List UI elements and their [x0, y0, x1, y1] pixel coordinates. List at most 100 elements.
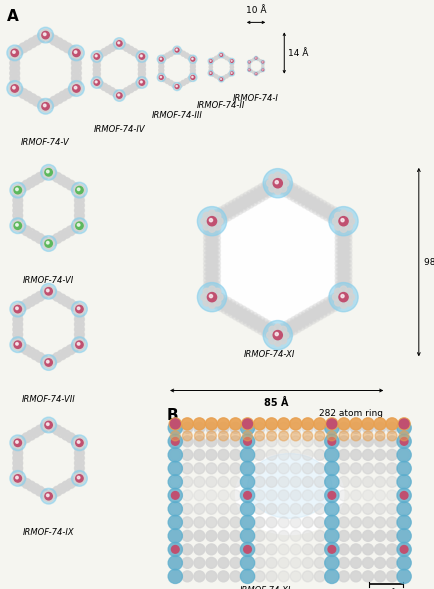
Ellipse shape — [67, 436, 73, 443]
Ellipse shape — [211, 264, 219, 272]
Ellipse shape — [225, 214, 232, 221]
Ellipse shape — [29, 229, 35, 235]
Ellipse shape — [231, 207, 239, 215]
Ellipse shape — [77, 343, 83, 350]
Ellipse shape — [211, 226, 219, 233]
Ellipse shape — [215, 76, 217, 78]
Ellipse shape — [227, 303, 235, 311]
Ellipse shape — [46, 167, 53, 173]
Ellipse shape — [52, 35, 58, 42]
Ellipse shape — [78, 207, 85, 214]
Ellipse shape — [219, 78, 222, 81]
Ellipse shape — [16, 49, 23, 55]
Ellipse shape — [45, 287, 53, 295]
Ellipse shape — [13, 310, 23, 319]
Ellipse shape — [249, 64, 250, 65]
Ellipse shape — [314, 309, 322, 317]
Ellipse shape — [76, 49, 82, 56]
Ellipse shape — [62, 434, 69, 440]
Ellipse shape — [239, 307, 246, 315]
Ellipse shape — [22, 180, 31, 190]
Ellipse shape — [306, 192, 312, 199]
Ellipse shape — [175, 84, 179, 89]
Ellipse shape — [345, 281, 352, 288]
Ellipse shape — [206, 557, 217, 568]
Ellipse shape — [46, 238, 53, 244]
Ellipse shape — [255, 431, 264, 441]
Ellipse shape — [205, 293, 213, 301]
Ellipse shape — [75, 75, 82, 81]
Ellipse shape — [242, 310, 250, 317]
Ellipse shape — [209, 247, 217, 255]
Ellipse shape — [31, 294, 40, 303]
Ellipse shape — [20, 186, 26, 193]
Ellipse shape — [314, 422, 325, 434]
Ellipse shape — [339, 255, 347, 263]
Ellipse shape — [138, 71, 143, 76]
Ellipse shape — [387, 557, 398, 568]
Ellipse shape — [71, 55, 78, 61]
Ellipse shape — [249, 61, 250, 63]
Ellipse shape — [253, 58, 255, 61]
Ellipse shape — [36, 356, 43, 362]
Ellipse shape — [173, 82, 181, 91]
Ellipse shape — [95, 78, 99, 83]
Ellipse shape — [270, 330, 278, 338]
Ellipse shape — [78, 187, 85, 193]
Ellipse shape — [345, 260, 352, 267]
Ellipse shape — [79, 306, 85, 312]
Ellipse shape — [75, 80, 82, 87]
Ellipse shape — [248, 61, 250, 63]
Ellipse shape — [276, 175, 283, 182]
Ellipse shape — [57, 350, 66, 359]
Ellipse shape — [97, 81, 104, 88]
Ellipse shape — [278, 490, 289, 501]
Ellipse shape — [44, 492, 53, 501]
Ellipse shape — [191, 57, 194, 59]
Ellipse shape — [231, 303, 239, 311]
Ellipse shape — [40, 31, 47, 37]
Ellipse shape — [13, 335, 23, 344]
Ellipse shape — [343, 226, 350, 233]
Ellipse shape — [78, 445, 85, 451]
Ellipse shape — [94, 53, 99, 58]
Ellipse shape — [249, 195, 256, 203]
Ellipse shape — [214, 277, 220, 284]
Ellipse shape — [176, 85, 178, 87]
Ellipse shape — [209, 289, 217, 297]
Ellipse shape — [345, 269, 352, 275]
Ellipse shape — [72, 54, 81, 62]
Ellipse shape — [242, 544, 253, 555]
Ellipse shape — [118, 94, 122, 99]
Ellipse shape — [95, 79, 100, 84]
Ellipse shape — [304, 317, 312, 325]
Ellipse shape — [312, 313, 319, 320]
Ellipse shape — [29, 434, 35, 440]
Ellipse shape — [128, 49, 132, 54]
Ellipse shape — [16, 321, 23, 327]
Ellipse shape — [262, 319, 269, 326]
Ellipse shape — [36, 425, 43, 432]
Ellipse shape — [12, 83, 19, 90]
Ellipse shape — [77, 308, 83, 315]
Ellipse shape — [136, 77, 148, 88]
Ellipse shape — [75, 186, 84, 195]
Ellipse shape — [108, 44, 115, 51]
Ellipse shape — [171, 492, 179, 499]
Ellipse shape — [221, 78, 224, 81]
Ellipse shape — [29, 181, 35, 187]
Ellipse shape — [276, 325, 283, 332]
Ellipse shape — [312, 198, 319, 205]
Ellipse shape — [71, 305, 78, 312]
Ellipse shape — [276, 187, 283, 193]
Ellipse shape — [74, 342, 81, 348]
Ellipse shape — [58, 297, 64, 304]
Ellipse shape — [26, 229, 36, 238]
Ellipse shape — [46, 286, 53, 293]
Ellipse shape — [228, 73, 231, 77]
Ellipse shape — [208, 286, 216, 293]
Ellipse shape — [237, 201, 246, 209]
Ellipse shape — [162, 77, 167, 82]
Ellipse shape — [171, 49, 176, 54]
Ellipse shape — [43, 171, 50, 177]
